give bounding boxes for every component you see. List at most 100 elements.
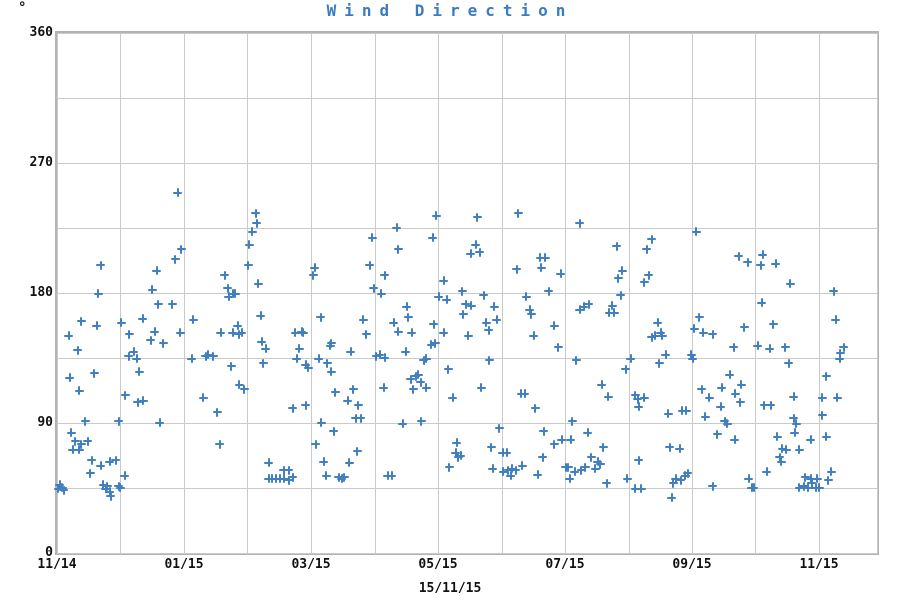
data-point-marker (402, 302, 412, 312)
data-point-marker (326, 367, 336, 377)
data-point-marker (521, 292, 531, 302)
data-point-marker (812, 474, 822, 484)
data-point-marker (630, 484, 640, 494)
y-gridline (57, 163, 877, 164)
y-gridline (57, 33, 877, 34)
data-point-marker (256, 311, 266, 321)
data-point-marker (430, 338, 440, 348)
data-point-marker (602, 478, 612, 488)
data-point-marker (297, 327, 307, 336)
data-point-marker (252, 218, 262, 228)
data-point-marker (656, 328, 666, 338)
data-point-marker (663, 409, 673, 419)
data-point-marker (593, 457, 603, 466)
data-point-marker (785, 279, 795, 289)
data-point-marker (129, 347, 139, 357)
data-point-marker (716, 402, 726, 412)
data-point-marker (739, 322, 749, 332)
data-point-marker (661, 350, 671, 360)
x-gridline (564, 33, 566, 553)
data-point-marker (780, 342, 790, 352)
data-point-marker (475, 247, 485, 257)
data-point-marker (665, 442, 675, 452)
data-point-marker (821, 432, 831, 442)
data-point-marker (776, 457, 786, 466)
x-tick-label: 07/15 (545, 557, 585, 572)
x-gridline (57, 33, 58, 553)
x-tick-label: 11/15 (799, 557, 839, 572)
data-point-marker (689, 324, 699, 334)
data-point-marker (380, 353, 389, 362)
data-point-marker (613, 273, 623, 283)
data-point-marker (298, 328, 308, 338)
data-point-marker (790, 428, 799, 438)
data-point-marker (68, 445, 78, 455)
data-point-marker (376, 289, 386, 299)
data-point-marker (114, 481, 124, 491)
data-point-marker (533, 470, 543, 479)
data-point-marker (105, 457, 115, 466)
data-point-marker (517, 461, 527, 471)
data-point-marker (512, 264, 522, 274)
data-point-marker (294, 344, 304, 354)
data-point-marker (654, 358, 664, 368)
data-point-marker (647, 234, 657, 244)
data-point-marker (226, 361, 236, 371)
x-gridline (819, 33, 821, 553)
data-point-marker (288, 472, 298, 482)
data-point-marker (292, 354, 302, 364)
data-point-marker (633, 394, 643, 404)
data-point-marker (794, 445, 804, 455)
x-gridline (692, 33, 693, 553)
data-point-marker (358, 315, 368, 325)
data-point-marker (540, 253, 550, 263)
data-point-marker (288, 403, 298, 413)
data-point-marker (775, 452, 785, 462)
data-point-marker (549, 321, 559, 331)
x-tick-label: 01/15 (164, 557, 204, 572)
data-point-marker (826, 467, 836, 477)
x-tick-label: 05/15 (418, 557, 458, 572)
data-point-marker (115, 483, 125, 492)
data-point-marker (303, 363, 313, 373)
data-point-marker (807, 478, 817, 488)
data-point-marker (124, 329, 134, 339)
x-gridline (374, 33, 376, 553)
data-point-marker (704, 393, 714, 403)
data-point-marker (556, 269, 566, 279)
data-point-marker (529, 331, 539, 341)
data-point-marker (463, 331, 473, 341)
data-point-marker (823, 475, 833, 485)
data-point-marker (488, 464, 498, 474)
data-point-marker (708, 481, 717, 491)
data-point-marker (147, 285, 157, 295)
data-point-marker (799, 481, 809, 491)
data-point-marker (426, 340, 436, 349)
y-gridline (57, 358, 877, 359)
data-point-marker (53, 484, 63, 494)
data-point-marker (471, 240, 481, 250)
data-point-marker (829, 286, 839, 296)
data-point-marker (393, 327, 403, 336)
data-point-marker (59, 485, 69, 495)
data-point-marker (675, 444, 685, 453)
data-point-marker (607, 301, 617, 310)
data-point-marker (158, 338, 168, 348)
data-point-marker (98, 480, 108, 490)
data-point-marker (639, 393, 649, 403)
y-tick-label: 360 (29, 25, 53, 40)
data-point-marker (76, 316, 86, 326)
data-point-marker (743, 257, 753, 267)
data-point-marker (96, 461, 106, 471)
data-point-marker (111, 455, 121, 465)
data-point-marker (321, 471, 331, 481)
data-point-marker (513, 208, 523, 218)
data-point-marker (479, 290, 489, 300)
data-point-marker (476, 383, 486, 393)
data-point-marker (616, 290, 626, 300)
data-point-marker (681, 406, 691, 416)
x-gridline (184, 33, 186, 553)
data-point-marker (698, 328, 708, 338)
data-point-marker (228, 328, 238, 338)
